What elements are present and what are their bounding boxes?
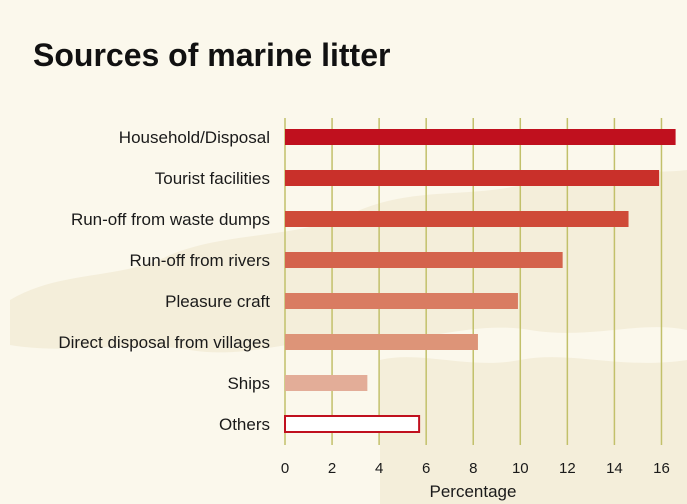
category-label: Run-off from rivers [130, 251, 270, 270]
x-tick-label: 2 [328, 460, 336, 477]
bar [285, 211, 629, 227]
x-tick-label: 4 [375, 460, 383, 477]
x-tick-label: 10 [512, 460, 529, 477]
category-labels: Household/Disposal Tourist facilities Run-… [58, 128, 270, 434]
category-label: Pleasure craft [165, 292, 270, 311]
x-tick-label: 0 [281, 460, 289, 477]
bar [284, 415, 421, 433]
x-tick-labels: 0 2 4 6 8 10 12 14 16 [281, 460, 670, 477]
bar [285, 252, 563, 268]
category-label: Others [219, 415, 270, 434]
bar [285, 129, 676, 145]
category-label: Direct disposal from villages [58, 333, 270, 352]
x-tick-label: 16 [653, 460, 670, 477]
bar [285, 293, 518, 309]
bar [285, 334, 478, 350]
x-tick-label: 8 [469, 460, 477, 477]
bar [285, 170, 660, 186]
chart-title: Sources of marine litter [33, 37, 390, 73]
bars [284, 129, 676, 433]
x-tick-label: 12 [559, 460, 576, 477]
x-tick-label: 6 [422, 460, 430, 477]
category-label: Run-off from waste dumps [71, 210, 270, 229]
category-label: Tourist facilities [155, 169, 270, 188]
x-axis-title: Percentage [430, 482, 517, 501]
category-label: Ships [227, 374, 270, 393]
bar [285, 375, 368, 391]
x-tick-label: 14 [606, 460, 623, 477]
category-label: Household/Disposal [119, 128, 270, 147]
